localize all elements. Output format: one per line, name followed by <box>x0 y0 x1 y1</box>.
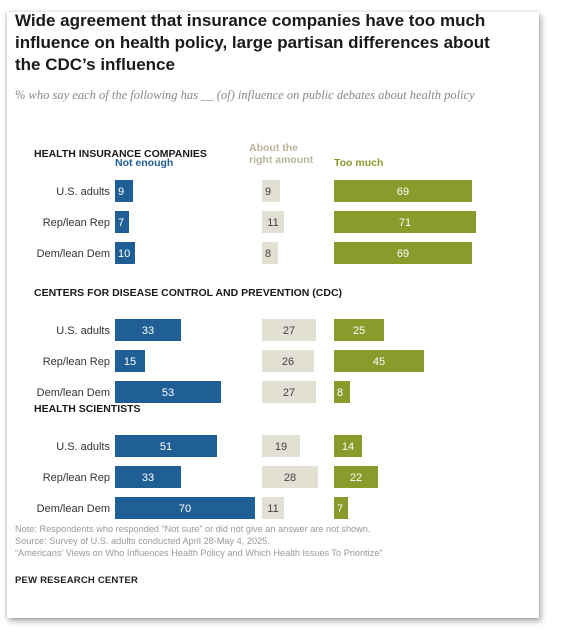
report-title-line: “Americans’ Views on Who Influences Heal… <box>15 548 383 558</box>
bar-too-much <box>334 466 378 488</box>
value-label-too-much: 71 <box>399 217 411 229</box>
row-label: Rep/lean Rep <box>43 217 110 229</box>
bar-not-enough <box>115 350 145 372</box>
bar-too-much <box>334 180 472 202</box>
bar-not-enough <box>115 381 221 403</box>
column-header-not-enough: Not enough <box>115 157 174 169</box>
bar-not-enough <box>115 180 133 202</box>
column-header-too-much: Too much <box>334 157 384 169</box>
bar-right-amount <box>262 350 314 372</box>
value-label-not-enough: 10 <box>118 248 130 260</box>
chart-title: Wide agreement that insurance companies … <box>15 11 490 74</box>
bar-too-much <box>334 435 362 457</box>
bar-right-amount <box>262 466 318 488</box>
row-label: U.S. adults <box>56 441 110 453</box>
value-label-right-amount: 9 <box>265 186 271 198</box>
value-label-not-enough: 33 <box>142 325 154 337</box>
value-label-too-much: 8 <box>337 387 343 399</box>
group-title: HEALTH INSURANCE COMPANIES <box>34 148 207 160</box>
row-label: Rep/lean Rep <box>43 356 110 368</box>
value-label-right-amount: 27 <box>283 387 295 399</box>
chart-notes: Note: Respondents who responded “Not sur… <box>15 523 520 559</box>
value-label-right-amount: 26 <box>282 356 294 368</box>
value-label-right-amount: 27 <box>283 325 295 337</box>
bar-too-much <box>334 319 384 341</box>
bar-too-much <box>334 497 348 519</box>
value-label-not-enough: 53 <box>162 387 174 399</box>
row-label: Rep/lean Rep <box>43 472 110 484</box>
bar-right-amount <box>262 497 284 519</box>
bar-not-enough <box>115 435 217 457</box>
bar-not-enough <box>115 211 129 233</box>
value-label-not-enough: 70 <box>179 503 191 515</box>
bar-too-much <box>334 350 424 372</box>
bar-not-enough <box>115 466 181 488</box>
value-label-too-much: 25 <box>353 325 365 337</box>
value-label-right-amount: 19 <box>275 441 287 453</box>
value-label-too-much: 45 <box>373 356 385 368</box>
bar-not-enough <box>115 242 135 264</box>
bar-right-amount <box>262 180 280 202</box>
bar-not-enough <box>115 319 181 341</box>
pew-logo: PEW RESEARCH CENTER <box>15 575 139 586</box>
value-label-too-much: 69 <box>397 186 409 198</box>
bar-right-amount <box>262 242 278 264</box>
row-label: U.S. adults <box>56 325 110 337</box>
value-label-not-enough: 33 <box>142 472 154 484</box>
chart-subtitle: % who say each of the following has __ (… <box>15 88 475 102</box>
bar-not-enough <box>115 497 255 519</box>
value-label-not-enough: 51 <box>160 441 172 453</box>
note-line: Note: Respondents who responded “Not sur… <box>15 524 371 534</box>
value-label-not-enough: 15 <box>124 356 136 368</box>
row-label: Dem/lean Dem <box>37 248 110 260</box>
value-label-right-amount: 11 <box>267 217 278 229</box>
value-label-too-much: 22 <box>350 472 362 484</box>
row-label: Dem/lean Dem <box>37 387 110 399</box>
bar-right-amount <box>262 211 284 233</box>
value-label-right-amount: 11 <box>267 503 278 515</box>
value-label-too-much: 69 <box>397 248 409 260</box>
group-title: CENTERS FOR DISEASE CONTROL AND PREVENTI… <box>34 287 342 299</box>
bar-right-amount <box>262 381 316 403</box>
value-label-right-amount: 8 <box>265 248 271 260</box>
value-label-not-enough: 9 <box>118 186 124 198</box>
value-label-not-enough: 7 <box>118 217 124 229</box>
bar-too-much <box>334 211 476 233</box>
row-label: U.S. adults <box>56 186 110 198</box>
column-header-right-amount: About the right amount <box>249 142 314 166</box>
bar-too-much <box>334 381 350 403</box>
bar-too-much <box>334 242 472 264</box>
bar-right-amount <box>262 435 300 457</box>
value-label-too-much: 7 <box>337 503 343 515</box>
value-label-right-amount: 28 <box>284 472 296 484</box>
row-label: Dem/lean Dem <box>37 503 110 515</box>
bar-right-amount <box>262 319 316 341</box>
source-line: Source: Survey of U.S. adults conducted … <box>15 536 270 546</box>
value-label-too-much: 14 <box>342 441 354 453</box>
group-title: HEALTH SCIENTISTS <box>34 403 141 415</box>
